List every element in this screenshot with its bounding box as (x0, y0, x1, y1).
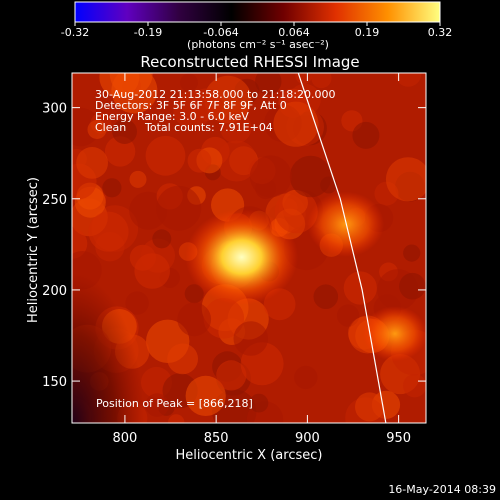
emission-blob (343, 271, 377, 305)
peak-position-label: Position of Peak = [866,218] (96, 397, 253, 410)
annotation-line: Detectors: 3F 5F 6F 7F 8F 9F, Att 0 (95, 99, 287, 112)
emission-blob (180, 73, 198, 92)
x-axis: 800 850 900 950 (113, 73, 411, 446)
colorbar-tick-label: -0.19 (134, 26, 162, 39)
emission-blob (385, 157, 426, 202)
x-tick-label: 800 (113, 431, 138, 446)
emission-blob (274, 190, 318, 234)
chart-title: Reconstructed RHESSI Image (140, 53, 359, 71)
emission-blob (399, 272, 426, 300)
emission-blob (187, 148, 212, 173)
colorbar-units-label: (photons cm⁻² s⁻¹ asec⁻²) (187, 38, 329, 51)
colorbar-ticks: -0.32 -0.19 -0.064 0.064 0.19 0.32 (61, 22, 452, 39)
emission-blob (220, 112, 252, 144)
emission-blob (104, 136, 136, 167)
emission-blob (216, 140, 258, 182)
emission-blob (355, 392, 384, 422)
plot-frame (71, 72, 427, 424)
emission-blob (403, 244, 421, 262)
source-1 (185, 209, 299, 306)
emission-blob (249, 393, 269, 413)
colorbar (74, 1, 441, 23)
emission-blob (294, 365, 318, 390)
solar-limb-line (297, 73, 387, 423)
emission-blob (249, 155, 292, 198)
x-axis-label: Heliocentric X (arcsec) (176, 448, 323, 463)
y-tick-label: 150 (42, 375, 67, 390)
dark-corner (72, 173, 192, 423)
emission-blob (403, 374, 426, 398)
colorbar-tick-label: 0.064 (278, 26, 310, 39)
emission-blob (352, 121, 380, 149)
annotation-line: Energy Range: 3.0 - 6.0 keV (95, 110, 249, 123)
footer-timestamp: 16-May-2014 08:39 (388, 483, 496, 496)
colorbar-tick-label: -0.064 (203, 26, 238, 39)
emission-blob (76, 147, 108, 179)
emission-blob (173, 90, 212, 129)
emission-blob (145, 135, 186, 176)
emission-blob (336, 304, 360, 327)
colorbar-tick-label: 0.19 (355, 26, 380, 39)
x-tick-label: 850 (204, 431, 229, 446)
annotation-line: Clean (95, 121, 126, 134)
emission-blob (99, 73, 140, 98)
emission-blob (289, 155, 332, 198)
source-3 (362, 306, 426, 362)
emission-blob (233, 321, 269, 356)
emission-blob (395, 73, 422, 87)
annotation-block: 30-Aug-2012 21:13:58.000 to 21:18:20.000… (95, 88, 336, 134)
y-axis-label: Heliocentric Y (arcsec) (26, 177, 41, 323)
sources (185, 191, 426, 362)
emission-blob (112, 119, 137, 144)
emission-blob (273, 101, 319, 147)
y-tick-label: 300 (42, 102, 67, 117)
y-tick-label: 200 (42, 284, 67, 299)
colorbar-tick-label: 0.32 (428, 26, 453, 39)
emission-blob (216, 360, 247, 391)
x-tick-label: 900 (295, 431, 320, 446)
source-2 (307, 191, 385, 257)
y-axis: 150 200 250 300 (42, 102, 426, 390)
y-tick-label: 250 (42, 193, 67, 208)
annotation-line: 30-Aug-2012 21:13:58.000 to 21:18:20.000 (95, 88, 336, 101)
emission-blob (313, 284, 339, 310)
emission-blob (87, 120, 107, 139)
emission-blob (255, 73, 282, 95)
emission-blob (185, 375, 226, 416)
emission-blob (203, 298, 245, 339)
colorbar-tick-label: -0.32 (61, 26, 89, 39)
emission-blob (311, 73, 332, 89)
annotation-line: Total counts: 7.91E+04 (144, 121, 273, 134)
x-tick-label: 950 (386, 431, 411, 446)
plot-area (72, 73, 426, 423)
